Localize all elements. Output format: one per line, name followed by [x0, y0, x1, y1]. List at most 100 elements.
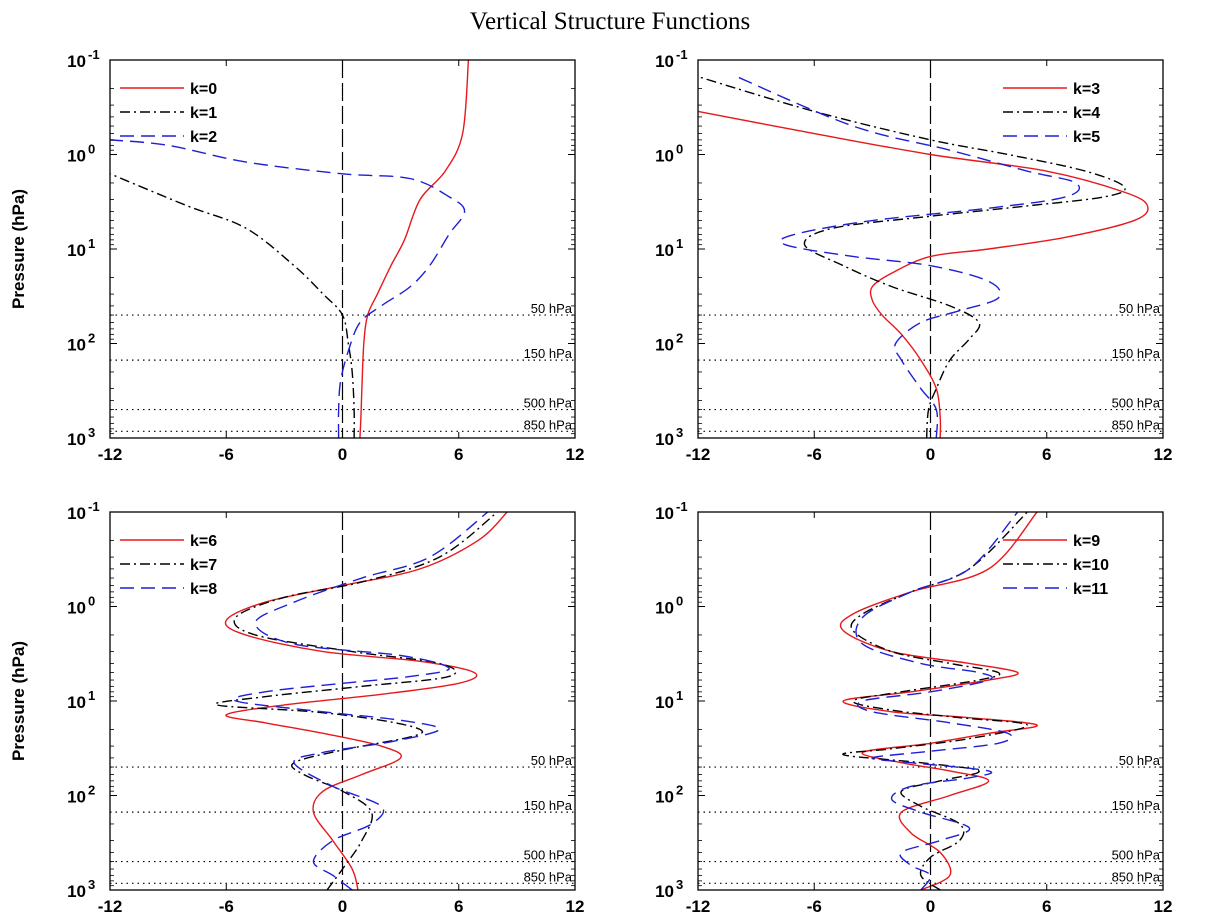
series-line-k-1	[110, 173, 355, 438]
series-group	[698, 75, 1149, 438]
x-tick-label: -12	[98, 445, 123, 464]
legend-label: k=5	[1073, 129, 1100, 146]
y-tick-exponent: 0	[88, 142, 95, 157]
y-tick-label: 10	[655, 147, 674, 166]
x-tick-label: -6	[219, 897, 234, 916]
legend-label: k=9	[1073, 533, 1100, 550]
x-tick-label: 0	[338, 445, 347, 464]
series-group	[214, 512, 508, 890]
y-tick-exponent: 3	[676, 425, 683, 440]
legend-label: k=3	[1073, 81, 1100, 98]
legend-label: k=6	[190, 533, 217, 550]
y-tick-label: 10	[655, 599, 674, 618]
ref-label-500: 500 hPa	[524, 848, 573, 863]
y-tick-exponent: 1	[88, 236, 95, 251]
y-tick-exponent: 0	[88, 594, 95, 609]
legend-label: k=8	[190, 581, 217, 598]
ref-label-500: 500 hPa	[1112, 848, 1161, 863]
y-tick-exponent: 3	[676, 877, 683, 892]
x-tick-label: 12	[566, 897, 585, 916]
x-tick-label: 12	[1154, 897, 1173, 916]
x-tick-label: 6	[454, 897, 463, 916]
x-tick-label: 6	[1042, 445, 1051, 464]
x-tick-label: 12	[566, 445, 585, 464]
x-tick-label: -12	[686, 445, 711, 464]
y-tick-exponent: 2	[676, 783, 683, 798]
y-tick-label: 10	[655, 693, 674, 712]
y-tick-label: 10	[655, 241, 674, 260]
x-tick-label: -12	[98, 897, 123, 916]
x-tick-label: -6	[807, 897, 822, 916]
y-tick-label: 10	[67, 336, 86, 355]
ref-label-50: 50 hPa	[1119, 301, 1161, 316]
legend-label: k=0	[190, 81, 217, 98]
legend-label: k=11	[1073, 581, 1108, 598]
ref-label-50: 50 hPa	[531, 301, 573, 316]
x-tick-label: 0	[338, 897, 347, 916]
x-tick-label: 6	[1042, 897, 1051, 916]
y-tick-exponent: 2	[88, 331, 95, 346]
y-tick-exponent: 3	[88, 425, 95, 440]
ref-label-500: 500 hPa	[1112, 396, 1161, 411]
y-tick-label: 10	[67, 504, 86, 523]
series-line-k-8	[232, 512, 489, 890]
y-tick-label: 10	[67, 241, 86, 260]
legend-label: k=1	[190, 105, 217, 122]
series-line-k-2	[110, 139, 466, 438]
ref-label-150: 150 hPa	[1112, 346, 1161, 361]
legend-label: k=2	[190, 129, 217, 146]
y-tick-label: 10	[655, 504, 674, 523]
legend-label: k=7	[190, 557, 217, 574]
x-tick-label: 0	[926, 445, 935, 464]
series-group	[110, 60, 470, 438]
series-line-k-10	[842, 512, 1029, 890]
y-tick-exponent: -1	[676, 47, 688, 62]
y-tick-exponent: 3	[88, 877, 95, 892]
ref-label-850: 850 hPa	[524, 417, 573, 432]
series-line-k-3	[698, 110, 1149, 438]
y-tick-exponent: 2	[88, 783, 95, 798]
y-tick-label: 10	[67, 52, 86, 71]
x-tick-label: -6	[807, 445, 822, 464]
series-line-k-9	[839, 512, 1038, 890]
y-tick-label: 10	[655, 336, 674, 355]
series-line-k-4	[698, 75, 1126, 438]
ref-label-500: 500 hPa	[524, 396, 573, 411]
ref-label-150: 150 hPa	[1112, 798, 1161, 813]
y-tick-label: 10	[67, 430, 86, 449]
ref-label-850: 850 hPa	[1112, 417, 1161, 432]
y-tick-exponent: -1	[88, 499, 100, 514]
y-tick-exponent: 1	[676, 688, 683, 703]
x-tick-label: -6	[219, 445, 234, 464]
y-tick-label: 10	[655, 52, 674, 71]
series-line-k-0	[359, 60, 470, 438]
y-tick-exponent: -1	[676, 499, 688, 514]
y-tick-label: 10	[655, 430, 674, 449]
ref-label-50: 50 hPa	[1119, 753, 1161, 768]
ref-label-150: 150 hPa	[524, 346, 573, 361]
legend-label: k=10	[1073, 557, 1109, 574]
figure-title: Vertical Structure Functions	[469, 8, 751, 35]
y-tick-exponent: 0	[676, 594, 683, 609]
y-axis-label: Pressure (hPa)	[9, 189, 28, 309]
ref-label-850: 850 hPa	[524, 869, 573, 884]
x-tick-label: 6	[454, 445, 463, 464]
legend-label: k=4	[1073, 105, 1100, 122]
y-tick-label: 10	[67, 599, 86, 618]
y-tick-label: 10	[67, 788, 86, 807]
y-tick-exponent: 1	[88, 688, 95, 703]
y-tick-exponent: 1	[676, 236, 683, 251]
y-axis-label: Pressure (hPa)	[9, 641, 28, 761]
y-tick-label: 10	[67, 147, 86, 166]
y-tick-label: 10	[655, 788, 674, 807]
x-tick-label: 0	[926, 897, 935, 916]
series-line-k-7	[214, 512, 498, 890]
y-tick-exponent: 0	[676, 142, 683, 157]
y-tick-exponent: -1	[88, 47, 100, 62]
ref-label-850: 850 hPa	[1112, 869, 1161, 884]
